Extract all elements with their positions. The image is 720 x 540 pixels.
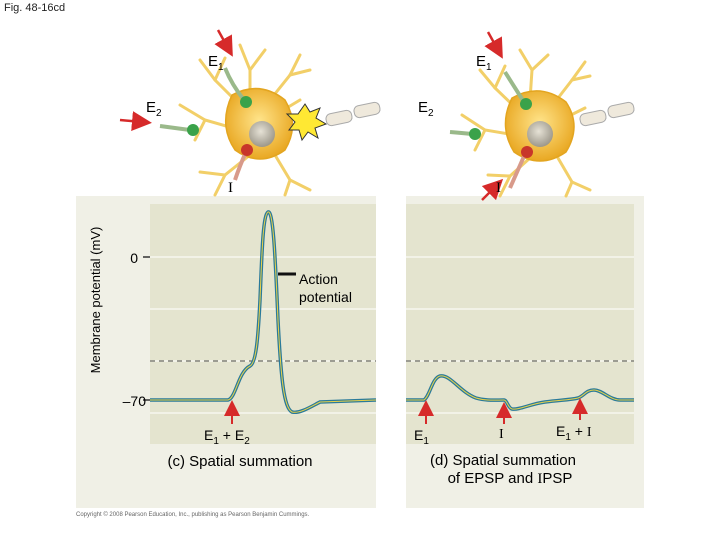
panel-separator: [376, 196, 406, 508]
e2-label-left: E2: [146, 99, 162, 119]
caption-epsp-ipsp-line1: (d) Spatial summation: [430, 452, 576, 469]
e2-stimulus-arrow-left: [119, 111, 152, 132]
i-axon-right: [508, 153, 527, 189]
y-tick-zero: 0: [130, 250, 138, 266]
e2-label-right: E2: [418, 99, 434, 119]
e1-stimulus-arrow-right: [484, 31, 503, 59]
stimulus-label-e1-right: E1: [414, 427, 429, 447]
i-label-right: I: [496, 180, 501, 196]
e1-terminal-left: [240, 96, 252, 108]
action-potential-burst-icon: [285, 103, 328, 142]
e1-stimulus-arrow-left: [214, 29, 233, 57]
figure-label: Fig. 48-16cd: [4, 2, 66, 14]
stimulus-label-i-right: I: [499, 427, 504, 442]
e1-label-left: E1: [208, 53, 224, 73]
action-potential-trace-highlight: [150, 211, 377, 413]
e1-axon-left: [223, 67, 246, 102]
e1-terminal-right: [520, 98, 532, 110]
stimulus-label-e1-plus-i: E1 + I: [556, 423, 592, 443]
e2-axon-right: [449, 130, 473, 136]
psp-summation-trace-highlight: [406, 375, 634, 410]
e2-axon-left: [159, 124, 191, 132]
e2-terminal-right: [469, 128, 481, 140]
i-label-left: I: [228, 180, 233, 196]
neuron-right: [449, 31, 635, 201]
dendrites-left: [178, 43, 312, 197]
caption-epsp-ipsp-line2: of EPSP and IPSP: [448, 470, 573, 487]
action-potential-label-line2: potential: [299, 289, 352, 305]
axon-left: [325, 101, 381, 127]
copyright-notice: Copyright © 2008 Pearson Education, Inc.…: [76, 512, 310, 518]
e1-label-right: E1: [476, 53, 492, 73]
nucleus-left: [249, 121, 275, 147]
i-terminal-left: [241, 144, 253, 156]
axon-right: [579, 101, 635, 127]
i-stimulus-arrow-right: [481, 178, 504, 201]
dendrites-right: [460, 48, 592, 198]
action-potential-label-line1: Action: [299, 271, 338, 287]
i-terminal-right: [521, 146, 533, 158]
y-axis-label: Membrane potential (mV): [88, 227, 103, 374]
caption-spatial-summation: (c) Spatial summation: [167, 453, 312, 470]
stimulus-label-e1-plus-e2: E1 + E2: [204, 427, 250, 447]
y-tick-minus70: –70: [123, 393, 147, 409]
neuron-left: [119, 29, 381, 197]
e2-terminal-left: [187, 124, 199, 136]
nucleus-right: [527, 121, 553, 147]
